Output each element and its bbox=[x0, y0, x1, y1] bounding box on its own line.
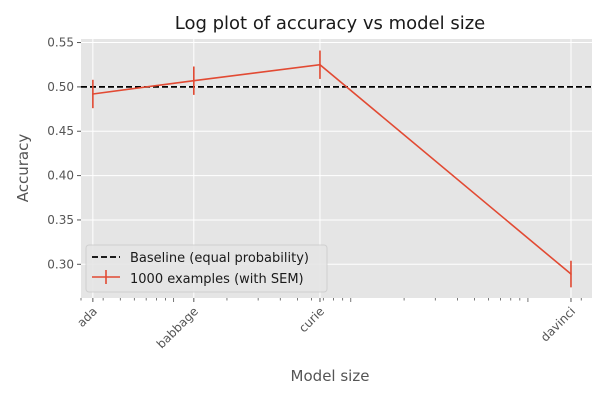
data-point bbox=[570, 273, 572, 275]
y-tick-label: 0.30 bbox=[47, 257, 74, 271]
legend-series-label: 1000 examples (with SEM) bbox=[130, 272, 304, 287]
legend-box bbox=[85, 244, 328, 293]
x-axis-title: Model size bbox=[291, 367, 370, 385]
x-minor-ticks bbox=[80, 298, 582, 302]
data-point bbox=[92, 93, 94, 95]
data-marks bbox=[81, 50, 592, 288]
data-point bbox=[319, 63, 321, 66]
y-tick-labels: 0.30 0.35 0.40 0.45 0.50 0.55 bbox=[47, 36, 81, 271]
chart-title: Log plot of accuracy vs model size bbox=[175, 13, 486, 34]
y-tick-label: 0.35 bbox=[47, 213, 74, 227]
y-tick-label: 0.40 bbox=[47, 169, 74, 183]
y-tick-label: 0.55 bbox=[47, 36, 74, 50]
y-axis-title: Accuracy bbox=[14, 134, 32, 203]
series-line bbox=[92, 63, 572, 275]
y-tick-label: 0.50 bbox=[47, 80, 74, 94]
legend: Baseline (equal probability) 1000 exampl… bbox=[85, 244, 328, 293]
legend-baseline-label: Baseline (equal probability) bbox=[130, 251, 309, 266]
data-point bbox=[193, 79, 195, 82]
y-tick-label: 0.45 bbox=[47, 124, 74, 138]
